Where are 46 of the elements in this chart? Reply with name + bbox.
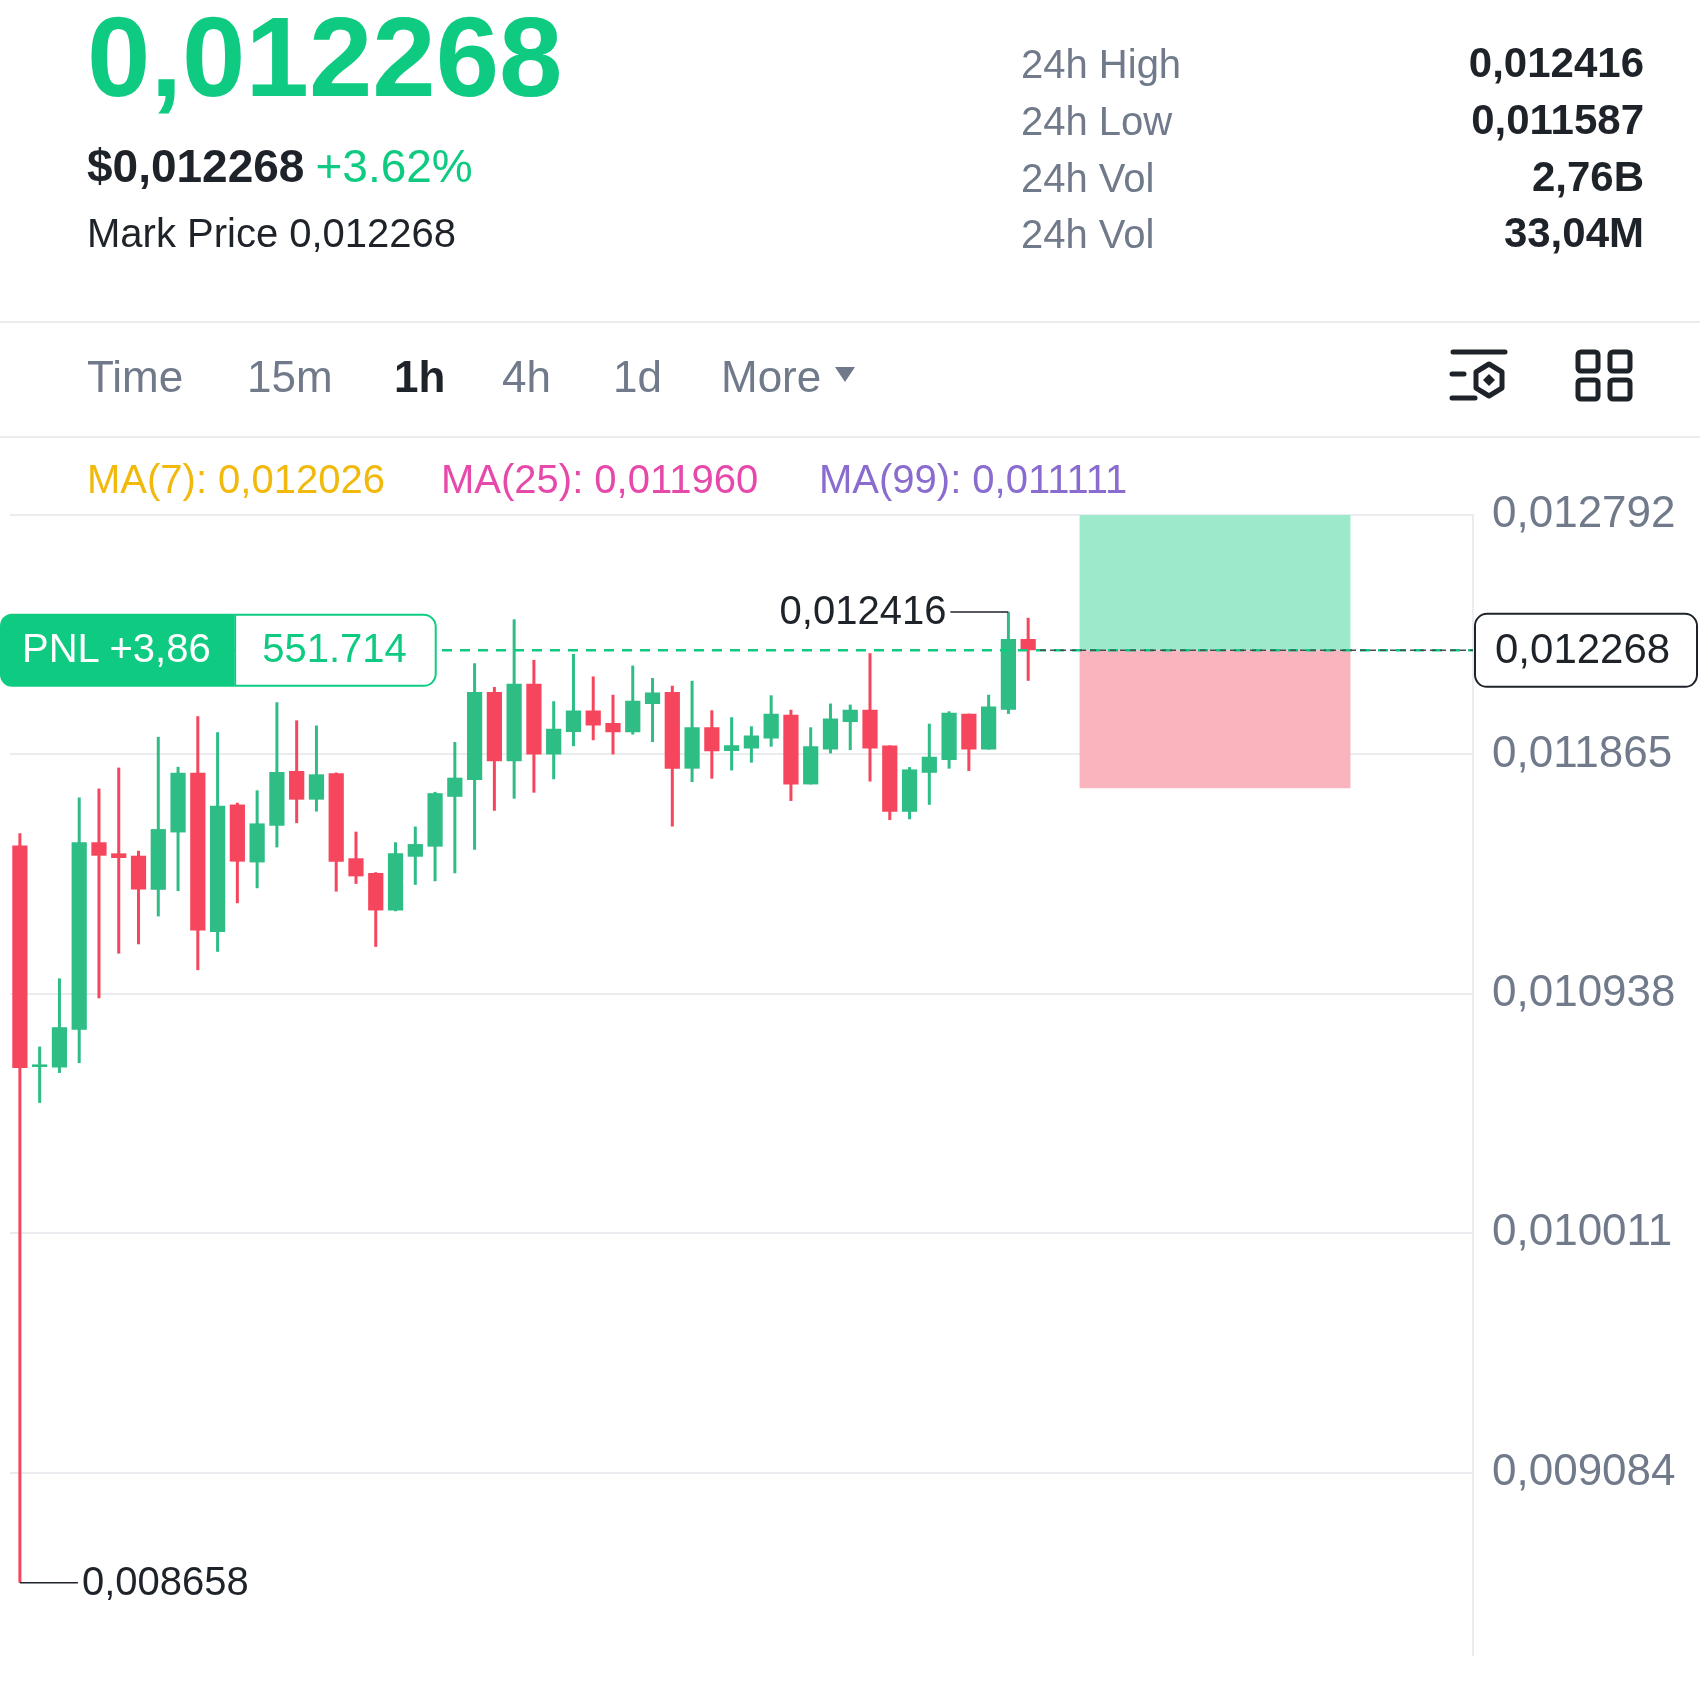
candlestick bbox=[407, 826, 423, 885]
candlestick bbox=[921, 723, 937, 805]
text: 2,76B bbox=[1531, 153, 1644, 201]
candlestick bbox=[111, 767, 127, 954]
candlestick bbox=[585, 676, 601, 742]
candlestick bbox=[644, 677, 661, 744]
annotation: 0,008658 bbox=[81, 1558, 249, 1603]
candlestick bbox=[605, 693, 621, 755]
text: 24h Low bbox=[1021, 99, 1173, 144]
chart-subtitle: $0,012268 bbox=[87, 140, 305, 193]
y-tick-label: 0,012792 bbox=[1492, 487, 1676, 537]
candlestick bbox=[348, 831, 364, 884]
candlestick bbox=[91, 788, 107, 999]
y-tick-label: 0,009084 bbox=[1492, 1444, 1676, 1494]
ref-line-label: PNL +3,86 bbox=[22, 626, 211, 671]
ref-line-label: 0,012268 bbox=[1495, 624, 1671, 672]
text: 1d bbox=[613, 351, 662, 401]
candlestick bbox=[1020, 616, 1036, 681]
text: More bbox=[721, 351, 822, 401]
chart-title: 0,012268 bbox=[87, 0, 563, 121]
text: 24h Vol bbox=[1021, 156, 1155, 201]
candlestick bbox=[743, 726, 759, 763]
text: 1h bbox=[394, 351, 446, 401]
text: 33,04M bbox=[1503, 209, 1644, 257]
text: Time bbox=[87, 351, 184, 401]
y-tick-label: 0,011865 bbox=[1492, 726, 1673, 776]
text: 24h Vol bbox=[1021, 212, 1155, 257]
text: 15m bbox=[247, 351, 333, 401]
text: 4h bbox=[502, 351, 551, 401]
annotation: 551.714 bbox=[262, 626, 407, 671]
text: 0,011587 bbox=[1471, 96, 1644, 144]
text: MA(7): 0,012026 bbox=[87, 457, 385, 502]
y-tick-label: 0,010938 bbox=[1492, 966, 1676, 1016]
candlestick bbox=[842, 704, 858, 752]
text: +3.62% bbox=[315, 140, 473, 193]
candlestick bbox=[447, 742, 463, 874]
candlestick bbox=[565, 652, 582, 748]
y-tick-label: 0,010011 bbox=[1492, 1205, 1673, 1255]
candlestick bbox=[32, 1046, 48, 1103]
text: 0,012416 bbox=[1468, 39, 1644, 87]
candlestick bbox=[724, 717, 740, 771]
text: MA(99): 0,011111 bbox=[819, 457, 1128, 502]
annotation: 0,012416 bbox=[779, 588, 947, 633]
text: MA(25): 0,011960 bbox=[441, 457, 759, 502]
text: Mark Price 0,012268 bbox=[87, 211, 457, 256]
text: 24h High bbox=[1021, 42, 1182, 87]
